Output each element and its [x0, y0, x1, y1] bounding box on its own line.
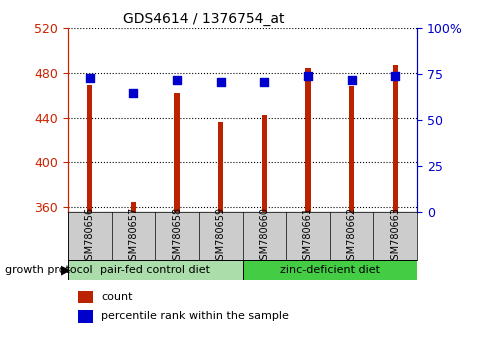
Bar: [131, 202, 136, 212]
Text: GSM780660: GSM780660: [259, 207, 269, 266]
Point: [347, 77, 355, 83]
Bar: [77, 310, 93, 322]
Bar: [242, 260, 416, 280]
Point: [260, 79, 268, 85]
Bar: [305, 68, 310, 212]
Bar: [218, 122, 223, 212]
Point: [303, 73, 311, 79]
Bar: [87, 85, 92, 212]
Bar: [77, 291, 93, 303]
Text: GSM780659: GSM780659: [215, 207, 225, 266]
Text: ▶: ▶: [60, 263, 70, 276]
Bar: [392, 65, 397, 212]
Text: GSM780656: GSM780656: [85, 207, 94, 266]
Text: count: count: [101, 292, 133, 302]
Bar: [68, 260, 242, 280]
Text: GSM780663: GSM780663: [390, 207, 399, 266]
Text: GDS4614 / 1376754_at: GDS4614 / 1376754_at: [123, 12, 284, 27]
Text: growth protocol: growth protocol: [5, 265, 92, 275]
Text: GSM780662: GSM780662: [346, 207, 356, 266]
Bar: [174, 93, 179, 212]
Text: GSM780658: GSM780658: [172, 207, 182, 266]
Point: [173, 77, 181, 83]
Bar: [348, 86, 353, 212]
Text: zinc-deficient diet: zinc-deficient diet: [279, 265, 379, 275]
Text: pair-fed control diet: pair-fed control diet: [100, 265, 210, 275]
Point: [86, 75, 93, 81]
Bar: [261, 115, 266, 212]
Point: [129, 90, 137, 96]
Text: GSM780657: GSM780657: [128, 207, 138, 266]
Point: [216, 79, 224, 85]
Point: [391, 73, 398, 79]
Text: GSM780661: GSM780661: [302, 207, 312, 266]
Text: percentile rank within the sample: percentile rank within the sample: [101, 311, 288, 321]
